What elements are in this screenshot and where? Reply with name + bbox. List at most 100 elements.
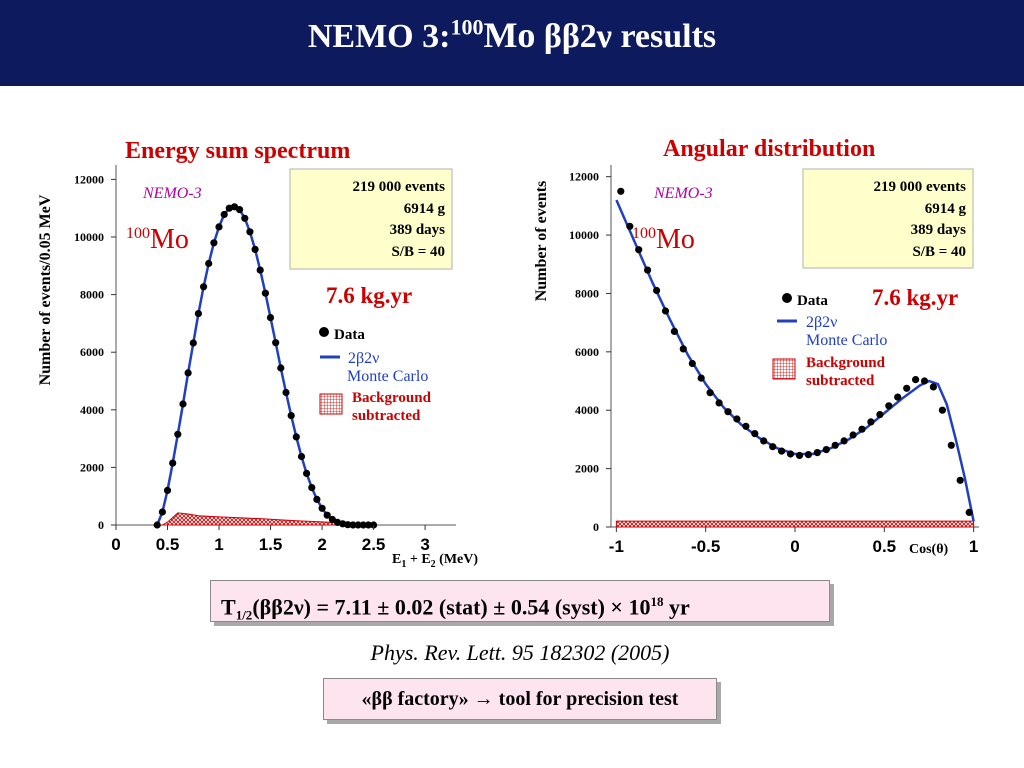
data-point	[947, 441, 955, 449]
left-data-points	[153, 203, 378, 529]
data-point	[174, 430, 182, 438]
data-point	[938, 406, 947, 414]
y-tick-label: 2000	[575, 462, 599, 476]
data-point	[822, 446, 830, 454]
data-point	[795, 451, 804, 460]
x-tick-label: 2.5	[362, 535, 386, 554]
left-xlabel-plus: + E	[406, 552, 430, 567]
data-point	[635, 246, 643, 254]
y-tick-label: 8000	[575, 286, 599, 300]
data-point	[688, 359, 696, 368]
data-point	[813, 449, 821, 457]
data-point	[169, 459, 177, 467]
data-point	[241, 214, 249, 222]
title-element: Mo	[483, 15, 536, 55]
left-panel-title: Energy sum spectrum	[125, 138, 351, 164]
data-point	[344, 521, 352, 529]
data-point	[831, 441, 839, 449]
y-tick-label: 10000	[569, 228, 599, 242]
data-point	[849, 431, 857, 439]
data-point	[644, 266, 652, 274]
data-point	[256, 266, 264, 274]
x-tick-label: 1	[969, 537, 978, 556]
data-point	[354, 521, 362, 529]
data-point	[876, 411, 884, 419]
right-isotope-label: 100Mo	[632, 224, 695, 255]
right-legend-bg1: Background	[806, 355, 886, 371]
left-info-days: 389 days	[390, 222, 446, 238]
left-xlabel-unit: (MeV)	[436, 552, 479, 567]
data-point	[867, 418, 875, 426]
data-point	[266, 314, 275, 322]
right-legend-mc1: 2β2ν	[806, 314, 837, 331]
x-tick-label: -1	[609, 537, 624, 556]
right-info-days: 389 days	[911, 222, 967, 238]
data-point	[297, 452, 306, 461]
right-experiment-label: NEMO-3	[653, 185, 713, 202]
right-legend-bg2: subtracted	[806, 373, 875, 389]
right-isotope-mass: 100	[632, 225, 656, 242]
data-point	[200, 283, 208, 291]
right-info-sb: S/B = 40	[912, 244, 966, 260]
y-tick-label: 10000	[74, 230, 104, 244]
right-legend-mc2: Monte Carlo	[806, 332, 887, 349]
left-info-box	[289, 168, 453, 270]
data-point	[292, 433, 300, 441]
data-point	[189, 339, 197, 347]
data-point	[894, 393, 902, 401]
left-experiment-label: NEMO-3	[142, 185, 202, 202]
left-xlabel-sub1: 1	[401, 559, 406, 570]
data-point	[251, 245, 259, 253]
right-x-axis-label: Cos(θ)	[909, 542, 949, 557]
x-tick-label: 1	[214, 535, 223, 554]
data-point	[210, 239, 218, 247]
x-tick-label: 0.5	[156, 535, 180, 554]
background-area	[615, 520, 975, 528]
data-point	[929, 383, 938, 391]
right-y-axis-label: Number of events	[533, 181, 550, 302]
data-point	[920, 377, 929, 385]
data-point	[751, 430, 759, 438]
data-point	[220, 210, 228, 219]
reference-citation: Phys. Rev. Lett. 95 182302 (2005)	[370, 640, 670, 665]
data-point	[349, 521, 357, 529]
x-tick-label: 2	[317, 535, 326, 554]
right-info-box	[802, 168, 974, 269]
y-tick-label: 6000	[80, 345, 104, 359]
data-point	[670, 327, 679, 335]
data-point	[282, 388, 290, 397]
right-info-mass: 6914 g	[925, 201, 967, 217]
data-point	[261, 289, 269, 297]
left-exposure: 7.6 kg.yr	[326, 283, 412, 308]
factory-note: «ββ factory» → tool for precision test	[323, 678, 717, 720]
data-point	[653, 286, 661, 295]
data-point	[742, 422, 750, 430]
data-point	[679, 345, 687, 353]
formula-unit: yr	[663, 594, 690, 620]
formula-t: T	[221, 594, 236, 620]
data-point	[661, 307, 670, 315]
title-bar	[0, 0, 1024, 86]
data-point	[277, 364, 285, 372]
data-point	[303, 469, 311, 477]
left-legend-data-marker	[319, 327, 329, 337]
right-isotope-element: Mo	[656, 224, 695, 255]
right-legend-bg-swatch	[772, 358, 796, 380]
x-tick-label: 3	[420, 535, 429, 554]
data-point	[359, 521, 367, 529]
data-point	[318, 504, 326, 512]
data-point	[724, 408, 732, 416]
data-point	[617, 187, 625, 195]
data-point	[912, 376, 920, 384]
data-point	[804, 451, 813, 459]
x-tick-label: 0	[111, 535, 120, 554]
formula-sub: 1/2	[235, 607, 253, 623]
left-axis-ticks: 0 2000 4000 6000 8000 10000 12000 0 0.5 1 1.5 2 2.5 3	[74, 172, 430, 554]
data-point	[163, 486, 172, 494]
left-legend-bg2: subtracted	[352, 408, 421, 424]
y-tick-label: 0	[98, 518, 104, 532]
data-point	[769, 443, 777, 451]
left-xlabel-sub2: 2	[431, 559, 436, 570]
y-tick-label: 4000	[575, 403, 599, 417]
right-info-events: 219 000 events	[874, 179, 967, 195]
